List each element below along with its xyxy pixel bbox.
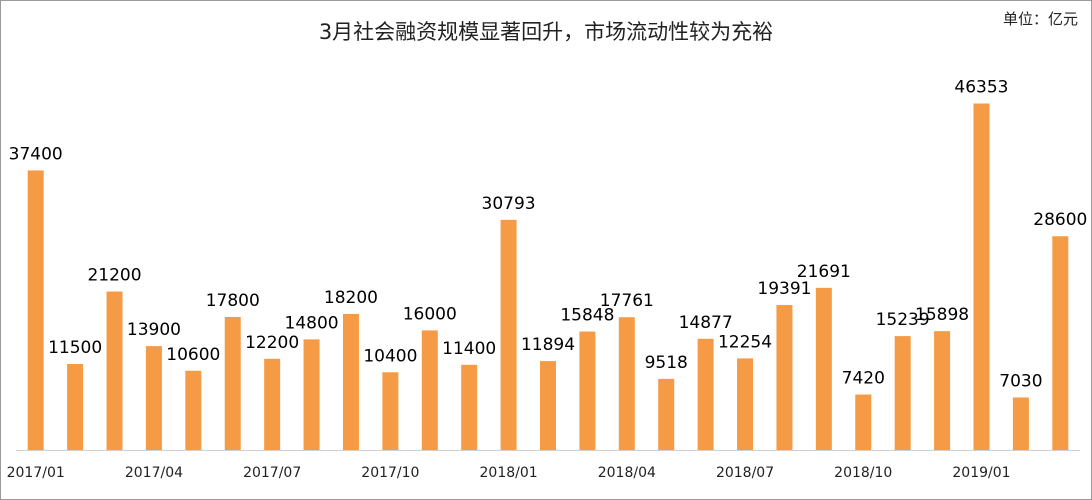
data-label-2019/03: 28600 [1033,210,1087,230]
data-label-2018/03: 15848 [560,306,614,326]
x-tick-label: 2018/07 [716,465,774,481]
bar-2017/09 [342,313,359,450]
data-label-2018/10: 7420 [842,369,885,389]
data-label-2018/07: 12254 [718,332,772,352]
data-label-2018/04: 17761 [600,291,654,311]
data-label-2017/12: 11400 [442,339,496,359]
bar-2019/02 [1012,397,1029,450]
data-label-2017/11: 16000 [403,304,457,324]
data-label-2017/04: 13900 [127,320,181,340]
data-label-2019/02: 7030 [999,371,1042,391]
bar-2017/06 [224,316,241,450]
bar-2018/02 [540,361,556,450]
data-label-2017/05: 10600 [166,345,220,365]
bar-2018/09 [815,287,832,450]
data-label-2018/06: 14877 [679,313,733,333]
bar-2017/03 [106,291,123,450]
bar-2018/04 [618,317,635,450]
bar-2018/03 [579,331,596,450]
data-label-2017/06: 17800 [206,291,260,311]
x-tick-label: 2017/10 [361,465,419,481]
data-label-2017/01: 37400 [9,144,63,164]
bar-2018/07 [737,358,754,450]
bar-2018/11 [894,336,911,450]
bar-2017/02 [67,364,84,450]
data-label-2018/08: 19391 [757,279,811,299]
data-label-2017/07: 12200 [245,333,299,353]
data-label-2018/02: 11894 [521,335,575,355]
bar-2018/10 [855,394,872,450]
data-labels-group: 37400 11500 21200 13900 10600 17800 1220014800… [9,78,1088,392]
data-label-2017/09: 18200 [324,288,378,308]
x-tick-label: 2018/04 [598,465,656,481]
tick-labels-group: 2017/01 2017/04 2017/07 2017/10 2018/01 2018/… [7,465,1011,481]
data-label-2018/01: 30793 [482,194,536,214]
bar-2018/08 [776,305,793,450]
bar-2018/06 [697,338,714,450]
bar-2019/03 [1052,236,1069,450]
bar-2017/12 [461,364,478,450]
bar-2018/12 [934,331,951,450]
bar-2017/08 [303,339,320,450]
chart-title: 3月社会融资规模显著回升，市场流动性较为充裕 [318,20,774,44]
data-label-2017/03: 21200 [87,266,141,286]
data-label-2017/10: 10400 [363,346,417,366]
data-label-2017/02: 11500 [48,338,102,358]
bar-2017/07 [264,358,281,450]
bar-2018/05 [658,378,675,450]
data-label-2019/01: 46353 [954,78,1008,98]
bars-group [27,103,1069,450]
x-tick-label: 2017/07 [243,465,301,481]
bar-2017/01 [27,170,44,450]
bar-2017/04 [145,346,162,450]
bar-2017/10 [382,372,399,450]
x-tick-label: 2017/01 [7,465,65,481]
bar-2018/01 [500,219,517,450]
data-label-2018/12: 15898 [915,305,969,325]
x-tick-label: 2018/01 [480,465,538,481]
bar-2017/11 [421,330,438,450]
x-tick-label: 2019/01 [952,465,1010,481]
data-label-2018/09: 21691 [797,262,851,282]
data-label-2017/08: 14800 [285,313,339,333]
bar-2019/01 [973,103,990,450]
bar-2017/05 [185,370,202,450]
unit-label: 单位：亿元 [1002,10,1078,28]
data-label-2018/05: 9518 [645,353,688,373]
x-tick-label: 2017/04 [125,465,183,481]
x-tick-label: 2018/10 [834,465,892,481]
data-label-2018/11: 15239 [876,310,930,330]
